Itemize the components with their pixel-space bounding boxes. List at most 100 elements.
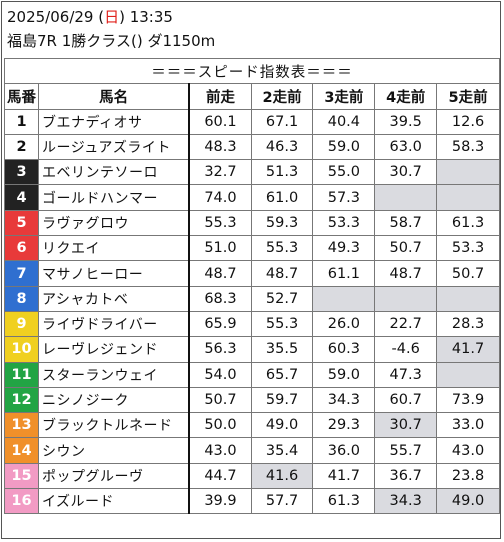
horse-name: スターランウェイ bbox=[37, 361, 191, 388]
speed-index-value: 60.3 bbox=[312, 336, 376, 363]
speed-index-value: 63.0 bbox=[374, 133, 438, 161]
horse-name: ポップグルーヴ bbox=[37, 462, 191, 490]
horse-number: 5 bbox=[4, 209, 39, 237]
speed-index-value bbox=[436, 159, 500, 186]
table-row: 7 マサノヒーロー 48.7 48.7 61.1 48.7 50.7 bbox=[4, 260, 500, 287]
race-datetime: 2025/06/29 (日) 13:35 bbox=[7, 8, 173, 26]
speed-index-value: 35.4 bbox=[250, 437, 314, 464]
speed-index-value: 29.3 bbox=[312, 412, 376, 439]
col-header-4th: 4走前 bbox=[374, 83, 438, 110]
speed-index-value: 49.3 bbox=[312, 235, 376, 262]
speed-index-value: 65.7 bbox=[250, 361, 314, 388]
horse-number: 1 bbox=[4, 108, 39, 135]
speed-index-value: 32.7 bbox=[188, 159, 252, 186]
speed-index-value: 44.7 bbox=[188, 462, 252, 490]
horse-name: シウン bbox=[37, 437, 191, 464]
horse-name: ルージュアズライト bbox=[37, 133, 191, 161]
speed-index-value: 34.3 bbox=[374, 488, 438, 515]
speed-index-value: 51.3 bbox=[250, 159, 314, 186]
speed-index-value: 36.0 bbox=[312, 437, 376, 464]
speed-index-value: 65.9 bbox=[188, 310, 252, 338]
speed-index-value: 39.9 bbox=[188, 488, 252, 515]
speed-index-value: 61.3 bbox=[312, 488, 376, 515]
horse-number: 7 bbox=[4, 260, 39, 287]
horse-name: ニシノジーク bbox=[37, 386, 191, 414]
speed-index-value: 50.7 bbox=[188, 386, 252, 414]
horse-number: 13 bbox=[4, 412, 39, 439]
speed-index-value: 30.7 bbox=[374, 159, 438, 186]
col-header-name: 馬名 bbox=[37, 83, 191, 110]
speed-index-value: 49.0 bbox=[250, 412, 314, 439]
horse-name: リクエイ bbox=[37, 235, 191, 262]
speed-index-value: 34.3 bbox=[312, 386, 376, 414]
table-row: 2 ルージュアズライト 48.3 46.3 59.0 63.0 58.3 bbox=[4, 133, 500, 161]
table-header-row: 馬番 馬名 前走 2走前 3走前 4走前 5走前 bbox=[4, 83, 500, 110]
table-row: 14 シウン 43.0 35.4 36.0 55.7 43.0 bbox=[4, 437, 500, 464]
speed-index-value: 48.7 bbox=[188, 260, 252, 287]
speed-index-value: 55.3 bbox=[188, 209, 252, 237]
speed-index-value: 46.3 bbox=[250, 133, 314, 161]
speed-index-value: 28.3 bbox=[436, 310, 500, 338]
speed-index-table: ＝＝＝スピード指数表＝＝＝ 馬番 馬名 前走 2走前 3走前 4走前 5走前 1… bbox=[4, 57, 500, 515]
speed-index-value: 35.5 bbox=[250, 336, 314, 363]
speed-index-value: 55.3 bbox=[250, 235, 314, 262]
speed-index-value: 61.1 bbox=[312, 260, 376, 287]
datetime-prefix: 2025/06/29 ( bbox=[7, 8, 105, 26]
speed-index-value: 48.7 bbox=[250, 260, 314, 287]
speed-index-value: 33.0 bbox=[436, 412, 500, 439]
speed-index-value: 55.7 bbox=[374, 437, 438, 464]
table-title-row: ＝＝＝スピード指数表＝＝＝ bbox=[4, 57, 500, 85]
speed-index-value: 59.0 bbox=[312, 133, 376, 161]
horse-name: ブエナディオサ bbox=[37, 108, 191, 135]
col-header-2nd: 2走前 bbox=[250, 83, 314, 110]
col-header-last: 前走 bbox=[188, 83, 252, 110]
speed-index-value bbox=[436, 361, 500, 388]
col-header-number: 馬番 bbox=[4, 83, 39, 110]
speed-index-value: -4.6 bbox=[374, 336, 438, 363]
horse-name: ゴールドハンマー bbox=[37, 184, 191, 211]
speed-index-value: 53.3 bbox=[312, 209, 376, 237]
horse-number: 11 bbox=[4, 361, 39, 388]
table-title: ＝＝＝スピード指数表＝＝＝ bbox=[4, 57, 500, 85]
speed-index-value: 30.7 bbox=[374, 412, 438, 439]
speed-index-value: 55.3 bbox=[250, 310, 314, 338]
speed-index-value: 53.3 bbox=[436, 235, 500, 262]
table-row: 4 ゴールドハンマー 74.0 61.0 57.3 bbox=[4, 184, 500, 211]
table-row: 11 スターランウェイ 54.0 65.7 59.0 47.3 bbox=[4, 361, 500, 388]
speed-index-value: 59.7 bbox=[250, 386, 314, 414]
horse-number: 4 bbox=[4, 184, 39, 211]
col-header-3rd: 3走前 bbox=[312, 83, 376, 110]
table-row: 8 アシャカトベ 68.3 52.7 bbox=[4, 285, 500, 312]
speed-index-value: 57.3 bbox=[312, 184, 376, 211]
horse-number: 8 bbox=[4, 285, 39, 312]
table-row: 15 ポップグルーヴ 44.7 41.6 41.7 36.7 23.8 bbox=[4, 462, 500, 490]
table-row: 13 ブラックトルネード 50.0 49.0 29.3 30.7 33.0 bbox=[4, 412, 500, 439]
speed-index-value bbox=[374, 184, 438, 211]
speed-index-value: 12.6 bbox=[436, 108, 500, 135]
speed-index-value bbox=[312, 285, 376, 312]
speed-index-value: 52.7 bbox=[250, 285, 314, 312]
speed-index-value: 58.3 bbox=[436, 133, 500, 161]
table-row: 5 ラヴァグロウ 55.3 59.3 53.3 58.7 61.3 bbox=[4, 209, 500, 237]
speed-index-value: 58.7 bbox=[374, 209, 438, 237]
race-info: 福島7R 1勝クラス() ダ1150m bbox=[7, 32, 216, 50]
table-row: 6 リクエイ 51.0 55.3 49.3 50.7 53.3 bbox=[4, 235, 500, 262]
speed-index-value: 49.0 bbox=[436, 488, 500, 515]
speed-index-value: 50.7 bbox=[436, 260, 500, 287]
speed-index-value: 56.3 bbox=[188, 336, 252, 363]
speed-index-value: 26.0 bbox=[312, 310, 376, 338]
speed-index-value bbox=[436, 285, 500, 312]
horse-name: ラヴァグロウ bbox=[37, 209, 191, 237]
speed-index-value: 50.7 bbox=[374, 235, 438, 262]
speed-index-value: 50.0 bbox=[188, 412, 252, 439]
speed-index-value: 59.3 bbox=[250, 209, 314, 237]
speed-index-value: 68.3 bbox=[188, 285, 252, 312]
speed-index-value: 54.0 bbox=[188, 361, 252, 388]
horse-name: マサノヒーロー bbox=[37, 260, 191, 287]
datetime-suffix: ) 13:35 bbox=[119, 8, 173, 26]
horse-name: アシャカトベ bbox=[37, 285, 191, 312]
speed-index-value: 55.0 bbox=[312, 159, 376, 186]
speed-index-value: 48.3 bbox=[188, 133, 252, 161]
speed-index-value: 57.7 bbox=[250, 488, 314, 515]
